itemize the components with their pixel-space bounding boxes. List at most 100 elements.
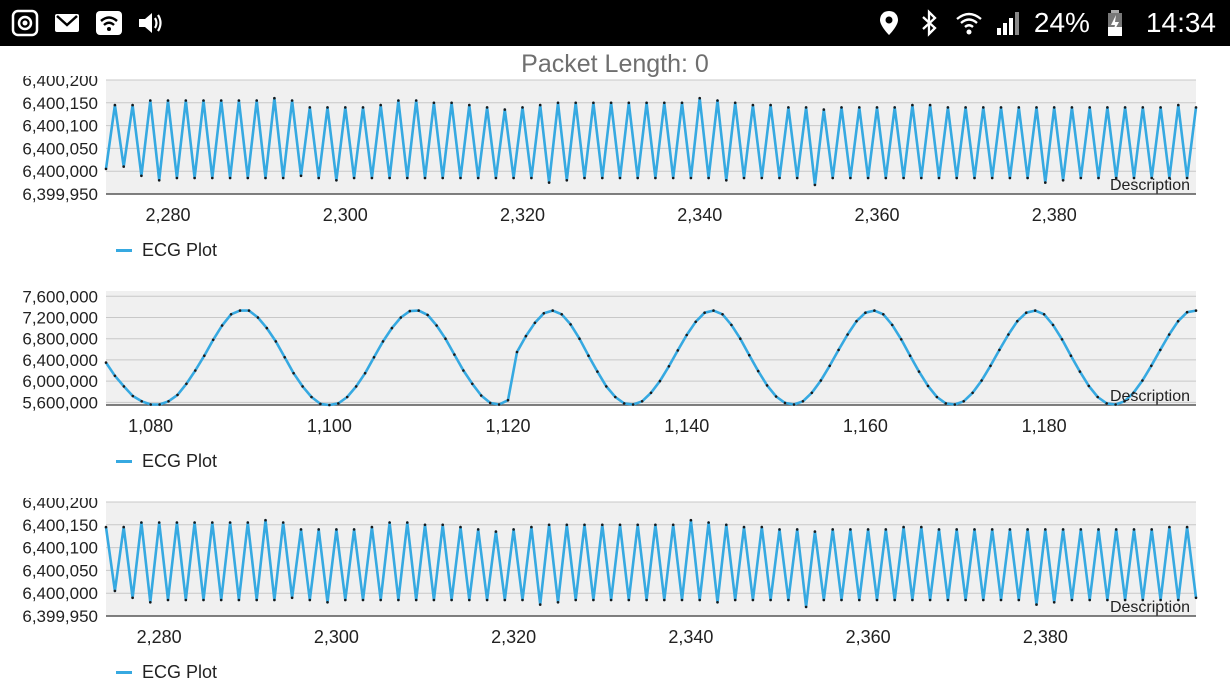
ecg-data-point <box>1060 338 1064 341</box>
ecg-chart-3-svg[interactable]: 6,399,950 6,400,000 6,400,050 6,400,100 6,40… <box>0 498 1230 648</box>
ecg-data-point <box>640 400 644 403</box>
ecg-data-point <box>742 176 746 180</box>
ecg-data-point <box>846 333 849 336</box>
ecg-data-point <box>627 101 631 105</box>
ecg-data-point <box>751 598 755 602</box>
ecg-data-point <box>721 313 724 316</box>
ecg-data-point <box>858 106 861 109</box>
ecg-data-point <box>733 101 737 105</box>
ecg-data-point <box>521 598 524 602</box>
ecg-data-point <box>855 319 858 323</box>
ecg-data-point <box>671 176 675 180</box>
ecg-data-point <box>1016 319 1019 323</box>
ecg-data-point <box>503 108 507 111</box>
ecg-data-point <box>1159 598 1162 602</box>
ecg-data-point <box>1061 528 1065 531</box>
ecg-data-point <box>716 601 719 604</box>
mail-icon <box>52 8 82 38</box>
ecg-chart-1-svg[interactable]: 6,399,950 6,400,000 6,400,050 6,400,100 6,40… <box>0 76 1230 226</box>
ecg-data-point <box>999 598 1003 602</box>
ecg-data-point <box>335 179 338 182</box>
ecg-data-point <box>397 598 400 602</box>
ecg-data-point <box>574 598 577 602</box>
ecg-data-point <box>609 101 613 105</box>
ecg-data-point <box>211 338 215 342</box>
ecg-data-point <box>104 361 108 364</box>
ecg-data-point <box>769 103 772 107</box>
ecg-data-point <box>980 379 983 382</box>
ecg-chart-3[interactable]: 6,399,950 6,400,000 6,400,050 6,400,100 6,40… <box>0 498 1230 648</box>
ecg-data-point <box>273 96 276 100</box>
ecg-data-point <box>926 384 930 388</box>
ecg-data-point <box>211 176 214 180</box>
ecg-data-point <box>414 598 418 602</box>
ecg-data-point <box>733 598 737 602</box>
ecg-series-line <box>104 96 1198 187</box>
ecg-data-point <box>406 521 409 524</box>
ecg-data-point <box>658 379 662 383</box>
ecg-data-point <box>408 309 412 313</box>
ecg-data-point <box>372 356 376 359</box>
ecg-chart-2-svg[interactable]: 5,600,000 6,000,000 6,400,000 6,800,000 7,20… <box>0 287 1230 437</box>
ecg-data-point <box>1177 103 1180 107</box>
ecg-data-point <box>565 523 569 527</box>
cell-signal-icon <box>994 8 1024 38</box>
ecg-data-point <box>1069 354 1073 357</box>
ecg-chart-1[interactable]: 6,399,950 6,400,000 6,400,050 6,400,100 6,40… <box>0 76 1230 226</box>
ecg-data-point <box>326 106 329 109</box>
ecg-data-point <box>140 521 143 524</box>
ecg-data-point <box>645 101 648 105</box>
ecg-data-point <box>864 311 867 314</box>
ecg-data-point <box>1079 176 1083 180</box>
ecg-data-point <box>468 598 471 602</box>
ecg-data-point <box>211 521 214 524</box>
ecg-data-point <box>1141 379 1144 382</box>
legend-swatch <box>116 249 132 252</box>
ecg-data-point <box>795 176 799 180</box>
ecg-data-point <box>804 605 808 609</box>
ecg-data-point <box>228 521 232 524</box>
ecg-data-point <box>468 103 471 107</box>
ecg-data-point <box>301 385 304 388</box>
ecg-data-point <box>1070 598 1074 602</box>
ecg-data-point <box>246 521 250 524</box>
ecg-data-point <box>1042 313 1046 316</box>
ecg-data-point <box>462 369 465 372</box>
y-tick-label: 6,400,050 <box>22 139 98 158</box>
ecg-data-point <box>521 106 524 109</box>
ecg-data-point <box>1114 176 1118 180</box>
ecg-data-point <box>166 598 170 602</box>
ecg-data-point <box>131 103 134 107</box>
x-tick-label: 2,340 <box>677 205 722 225</box>
ecg-data-point <box>1017 598 1021 602</box>
ecg-data-point <box>676 349 680 352</box>
ecg-data-point <box>636 523 639 527</box>
ecg-data-point <box>893 106 896 109</box>
y-tick-label: 6,400,200 <box>22 498 98 512</box>
ecg-data-point <box>485 598 489 602</box>
ecg-data-point <box>113 103 117 107</box>
ecg-data-point <box>388 176 391 180</box>
ecg-data-point <box>292 371 295 375</box>
ecg-data-point <box>1185 525 1189 529</box>
ecg-data-point <box>337 402 340 405</box>
battery-icon <box>1100 8 1130 38</box>
ecg-data-point <box>667 365 671 368</box>
ecg-data-point <box>237 598 241 602</box>
packet-length-label: Packet Length: 0 <box>0 50 1230 79</box>
ecg-data-point <box>246 176 250 180</box>
ecg-data-point <box>256 316 260 319</box>
ecg-data-point <box>935 395 939 399</box>
ecg-data-point <box>787 598 790 602</box>
ecg-data-point <box>1176 319 1180 323</box>
ecg-data-point <box>202 99 205 102</box>
ecg-data-point <box>399 316 403 319</box>
y-tick-label: 7,200,000 <box>22 309 98 328</box>
y-tick-label: 6,400,200 <box>22 76 98 90</box>
ecg-chart-2[interactable]: 5,600,000 6,000,000 6,400,000 6,800,000 7,20… <box>0 287 1230 437</box>
ecg-data-point <box>459 176 462 180</box>
legend-label: ECG Plot <box>142 240 218 260</box>
ecg-data-point <box>444 337 447 340</box>
ecg-data-point <box>326 601 329 604</box>
ecg-data-point <box>459 525 462 529</box>
